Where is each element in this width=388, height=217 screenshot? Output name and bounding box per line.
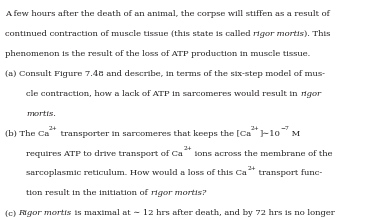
Text: transporter in sarcomeres that keeps the [Ca: transporter in sarcomeres that keeps the…	[58, 130, 251, 138]
Text: tion result in the initiation of: tion result in the initiation of	[26, 189, 151, 197]
Text: 2+: 2+	[251, 126, 260, 131]
Text: sarcoplasmic reticulum. How would a loss of this Ca: sarcoplasmic reticulum. How would a loss…	[26, 169, 247, 178]
Text: −7: −7	[281, 126, 289, 131]
Text: (c): (c)	[5, 209, 18, 217]
Text: (b) The Ca: (b) The Ca	[5, 130, 49, 138]
Text: Rigor mortis: Rigor mortis	[18, 209, 71, 217]
Text: ions across the membrane of the: ions across the membrane of the	[192, 150, 333, 158]
Text: transport func-: transport func-	[256, 169, 322, 178]
Text: A few hours after the death of an animal, the corpse will stiffen as a result of: A few hours after the death of an animal…	[5, 10, 329, 18]
Text: rigor mortis?: rigor mortis?	[151, 189, 206, 197]
Text: 2+: 2+	[247, 166, 256, 171]
Text: 2+: 2+	[49, 126, 58, 131]
Text: ]∼10: ]∼10	[260, 130, 281, 138]
Text: cle contraction, how a lack of ATP in sarcomeres would result in: cle contraction, how a lack of ATP in sa…	[26, 90, 301, 98]
Text: 2+: 2+	[183, 146, 192, 151]
Text: ). This: ). This	[304, 30, 330, 38]
Text: is maximal at ∼ 12 hrs after death, and by 72 hrs is no longer: is maximal at ∼ 12 hrs after death, and …	[71, 209, 334, 217]
Text: rigor: rigor	[301, 90, 322, 98]
Text: (a) Consult Figure 7.48 and describe, in terms of the six-step model of mus-: (a) Consult Figure 7.48 and describe, in…	[5, 70, 325, 78]
Text: requires ATP to drive transport of Ca: requires ATP to drive transport of Ca	[26, 150, 183, 158]
Text: mortis.: mortis.	[26, 110, 56, 118]
Text: phenomenon is the result of the loss of ATP production in muscle tissue.: phenomenon is the result of the loss of …	[5, 50, 310, 58]
Text: continued contraction of muscle tissue (this state is called: continued contraction of muscle tissue (…	[5, 30, 253, 38]
Text: M: M	[289, 130, 301, 138]
Text: rigor mortis: rigor mortis	[253, 30, 304, 38]
